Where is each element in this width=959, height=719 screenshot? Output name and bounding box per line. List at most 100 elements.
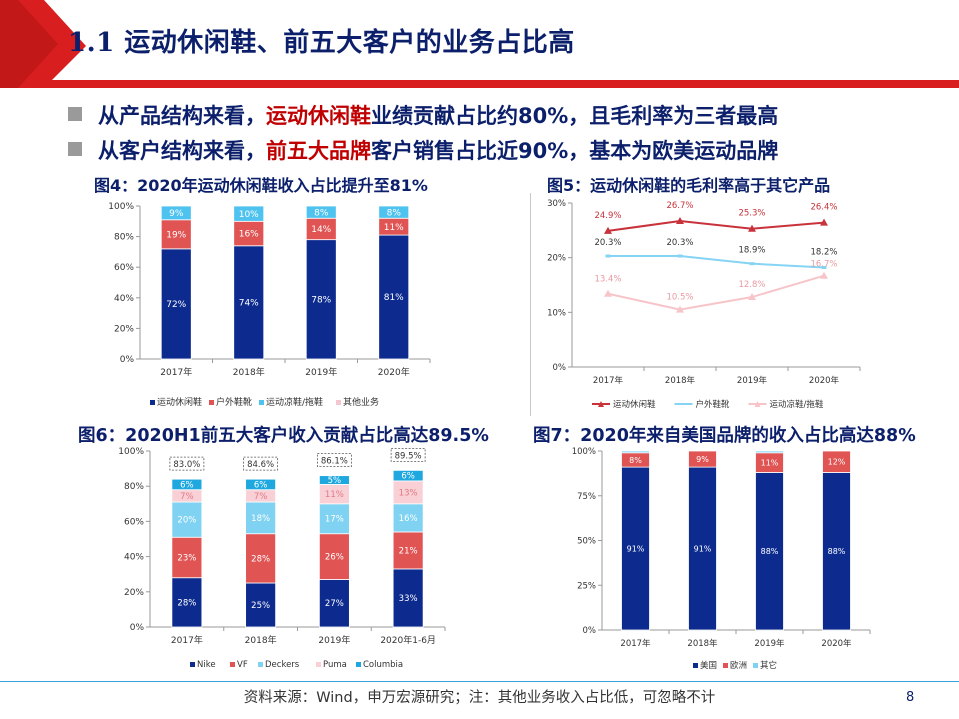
- y-tick-label: 0%: [130, 623, 145, 633]
- legend-swatch: [209, 400, 214, 405]
- footer-line: [0, 681, 959, 682]
- x-tick-label: 2018年: [687, 638, 718, 649]
- bar-segment: [755, 472, 784, 631]
- data-label: 12%: [828, 458, 846, 467]
- data-label: 8%: [629, 456, 642, 465]
- data-label: 28%: [251, 554, 270, 564]
- y-tick-label: 0%: [553, 363, 567, 373]
- data-point: [748, 293, 756, 301]
- bar-segment: [233, 245, 265, 360]
- data-label: 17%: [325, 515, 344, 525]
- legend-swatch: [259, 400, 264, 405]
- data-label: 91%: [694, 544, 712, 553]
- y-tick-label: 10%: [547, 308, 566, 318]
- data-point: [605, 254, 611, 258]
- total-box: [243, 456, 279, 471]
- legend-swatch: [150, 400, 155, 405]
- data-label: 20.3%: [666, 238, 693, 248]
- bullet-highlight: 运动休闲鞋: [266, 104, 371, 128]
- series-line: [607, 220, 825, 232]
- bullet-product: 从产品结构来看，运动休闲鞋业绩贡献占比约80%，且毛利率为三者最高: [68, 100, 778, 130]
- divider: [530, 193, 531, 416]
- legend-label: 运动凉鞋/拖鞋: [266, 396, 323, 408]
- x-tick-label: 2019年: [754, 638, 785, 649]
- bar-segment: [621, 450, 650, 454]
- x-tick-label: 2019年: [305, 366, 337, 378]
- data-point: [676, 217, 684, 225]
- bullet-square-icon: [68, 107, 82, 121]
- bullet-customer: 从客户结构来看，前五大品牌客户销售占比近90%，基本为欧美运动品牌: [68, 135, 778, 165]
- data-label: 88%: [761, 547, 779, 556]
- bar-segment: [171, 501, 203, 538]
- y-tick-label: 30%: [547, 199, 566, 209]
- data-point: [820, 271, 828, 279]
- total-label: 86.1%: [321, 457, 348, 467]
- data-label: 88%: [828, 547, 846, 556]
- bar-segment: [688, 450, 717, 468]
- data-label: 11%: [761, 458, 779, 467]
- data-label: 13%: [399, 488, 418, 498]
- legend-label: 欧洲: [730, 660, 747, 671]
- data-label: 7%: [180, 492, 194, 502]
- bar-segment: [318, 475, 350, 485]
- bar-segment: [305, 239, 337, 360]
- total-box: [316, 453, 352, 468]
- legend-swatch: [336, 400, 341, 405]
- x-tick-label: 2019年: [737, 375, 768, 386]
- data-label: 10.5%: [666, 293, 693, 303]
- bar-segment: [378, 205, 410, 219]
- legend-label: 美国: [700, 660, 717, 671]
- bar-segment: [160, 219, 192, 250]
- x-tick-label: 2018年: [233, 366, 265, 378]
- data-label: 14%: [311, 225, 331, 235]
- legend-swatch: [190, 662, 195, 667]
- data-label: 6%: [254, 480, 268, 490]
- bar-segment: [245, 582, 277, 628]
- x-tick-label: 2018年: [245, 634, 277, 646]
- legend-label: Puma: [323, 660, 347, 670]
- data-label: 11%: [325, 490, 344, 500]
- chart4-title: 图4：2020年运动休闲鞋收入占比提升至81%: [94, 176, 428, 195]
- y-tick-label: 60%: [124, 517, 144, 527]
- bar-segment: [822, 450, 851, 473]
- legend-label: Nike: [197, 660, 216, 670]
- bar-segment: [378, 234, 410, 360]
- series-line: [608, 255, 825, 269]
- data-label: 27%: [325, 599, 344, 609]
- data-label: 26.7%: [666, 201, 693, 211]
- legend-swatch: [356, 662, 361, 667]
- data-label: 23%: [177, 553, 196, 563]
- series-line: [607, 274, 825, 311]
- data-label: 6%: [401, 472, 415, 482]
- x-tick-label: 2017年: [160, 366, 192, 378]
- legend-swatch: [693, 663, 698, 668]
- data-label: 21%: [399, 546, 418, 556]
- data-label: 20%: [177, 516, 196, 526]
- chart4-revenue-by-product: 0% 20% 40% 60% 80% 100% 72% 19% 9% 2017年 74% 16% 10%…: [108, 202, 431, 408]
- data-label: 25.3%: [738, 209, 765, 219]
- data-label: 9%: [169, 209, 184, 219]
- data-label: 9%: [696, 455, 709, 464]
- data-point: [821, 266, 827, 270]
- data-label: 26%: [325, 553, 344, 563]
- bar-segment: [305, 205, 337, 219]
- legend-swatch: [258, 662, 263, 667]
- y-tick-label: 80%: [124, 482, 144, 492]
- data-label: 25%: [251, 601, 270, 611]
- bar-segment: [822, 472, 851, 631]
- chart7-title: 图7：2020年来自美国品牌的收入占比高达88%: [533, 426, 916, 446]
- data-point: [677, 254, 683, 258]
- y-tick-label: 40%: [124, 553, 144, 563]
- bar-segment: [233, 205, 265, 222]
- y-tick-label: 75%: [577, 492, 596, 502]
- legend-label: 运动休闲鞋: [157, 396, 202, 408]
- y-tick-label: 20%: [124, 588, 144, 598]
- bar-segment: [392, 568, 424, 628]
- x-tick-label: 2020年: [809, 375, 840, 386]
- data-label: 11%: [384, 223, 404, 233]
- x-tick-label: 2017年: [620, 638, 651, 649]
- bullet-square-icon: [68, 142, 82, 156]
- legend-marker: [754, 401, 761, 407]
- bar-segment: [245, 478, 277, 491]
- y-tick-label: 80%: [114, 233, 134, 243]
